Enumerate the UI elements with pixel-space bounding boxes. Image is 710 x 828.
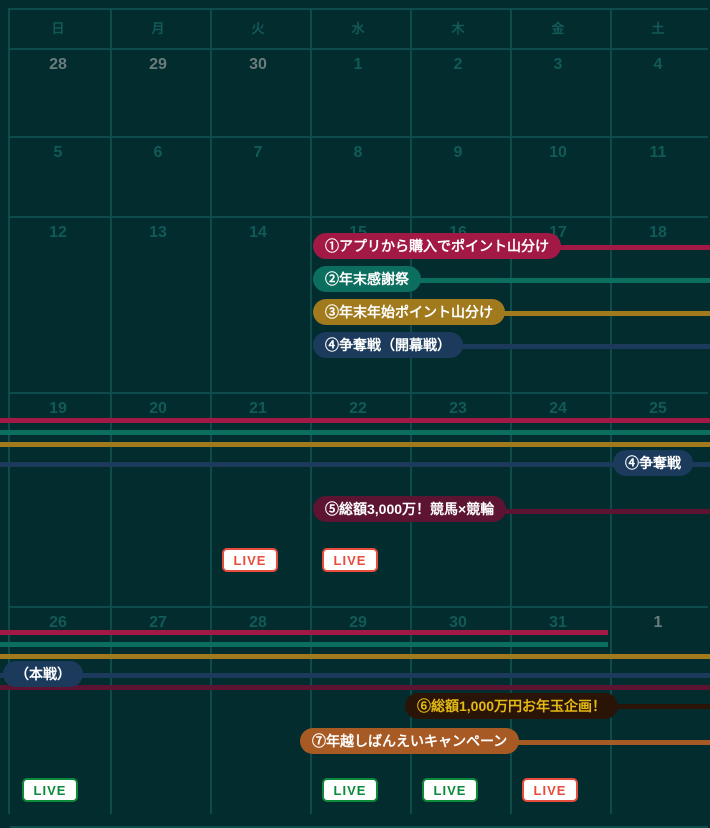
day-number: 4 xyxy=(608,56,708,74)
event-label[interactable]: ④争奪戦 xyxy=(613,450,693,476)
weekday-header: 水 xyxy=(308,18,408,37)
day-number: 23 xyxy=(408,400,508,418)
day-number: 6 xyxy=(108,144,208,162)
day-number: 7 xyxy=(208,144,308,162)
day-number: 25 xyxy=(608,400,708,418)
event-label[interactable]: ④争奪戦（開幕戦） xyxy=(313,332,463,358)
weekday-header: 金 xyxy=(508,18,608,37)
event-bar xyxy=(0,630,608,635)
day-number: 1 xyxy=(308,56,408,74)
day-number: 13 xyxy=(108,224,208,242)
day-number: 22 xyxy=(308,400,408,418)
day-number: 8 xyxy=(308,144,408,162)
weekday-header: 月 xyxy=(108,18,208,37)
event-bar xyxy=(0,673,710,678)
day-number: 19 xyxy=(8,400,108,418)
day-number: 2 xyxy=(408,56,508,74)
live-badge[interactable]: LIVE xyxy=(322,778,378,802)
event-label[interactable]: ①アプリから購入でポイント山分け xyxy=(313,233,561,259)
event-label[interactable]: ③年末年始ポイント山分け xyxy=(313,299,505,325)
day-number: 20 xyxy=(108,400,208,418)
day-number: 10 xyxy=(508,144,608,162)
event-bar xyxy=(0,685,710,690)
event-bar xyxy=(0,430,710,435)
calendar: 日月火水木金土282930123456789101112131415161718… xyxy=(0,0,710,816)
day-number: 5 xyxy=(8,144,108,162)
event-bar xyxy=(0,418,710,423)
live-badge[interactable]: LIVE xyxy=(522,778,578,802)
day-number: 28 xyxy=(8,56,108,74)
weekday-header: 日 xyxy=(8,18,108,37)
weekday-header: 木 xyxy=(408,18,508,37)
event-label[interactable]: ⑥総額1,000万円お年玉企画！ xyxy=(405,693,618,719)
day-number: 30 xyxy=(208,56,308,74)
day-number: 3 xyxy=(508,56,608,74)
day-number: 9 xyxy=(408,144,508,162)
event-bar xyxy=(0,642,608,647)
day-number: 24 xyxy=(508,400,608,418)
live-badge[interactable]: LIVE xyxy=(22,778,78,802)
day-number: 14 xyxy=(208,224,308,242)
event-label[interactable]: ⑤総額3,000万！競馬×競輪 xyxy=(313,496,506,522)
day-number: 29 xyxy=(108,56,208,74)
event-label[interactable]: ②年末感謝祭 xyxy=(313,266,421,292)
day-number: 12 xyxy=(8,224,108,242)
event-bar xyxy=(0,462,710,467)
day-number: 18 xyxy=(608,224,708,242)
event-bar xyxy=(0,442,710,447)
weekday-header: 土 xyxy=(608,18,708,37)
live-badge[interactable]: LIVE xyxy=(222,548,278,572)
day-number: 21 xyxy=(208,400,308,418)
day-number: 11 xyxy=(608,144,708,162)
event-bar xyxy=(0,654,710,659)
event-label[interactable]: ⑦年越しばんえいキャンペーン xyxy=(300,728,519,754)
weekday-header: 火 xyxy=(208,18,308,37)
live-badge[interactable]: LIVE xyxy=(422,778,478,802)
live-badge[interactable]: LIVE xyxy=(322,548,378,572)
day-number: 1 xyxy=(608,614,708,632)
event-label[interactable]: （本戦） xyxy=(3,661,83,687)
